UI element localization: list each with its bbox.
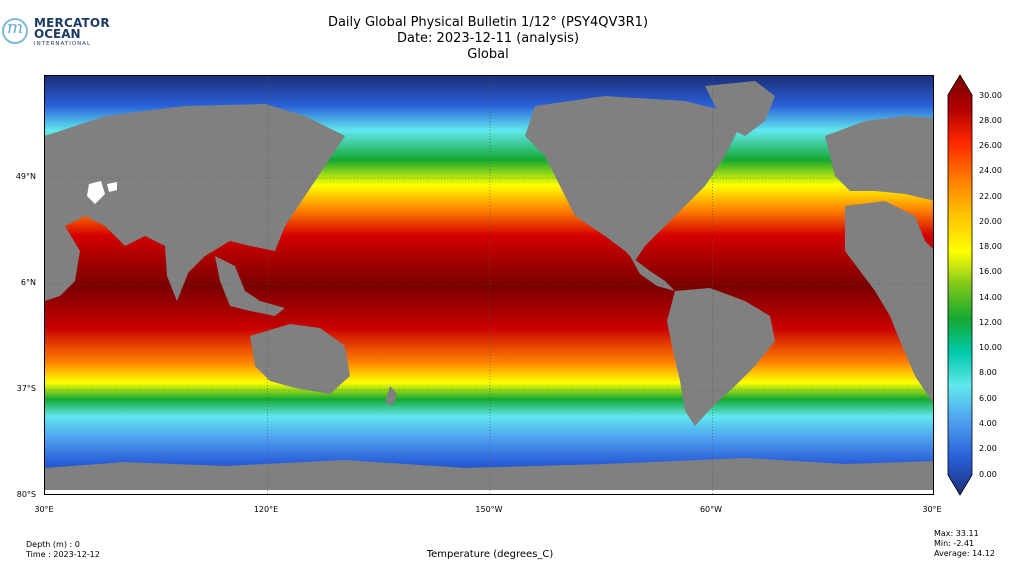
max-text: Max: 33.11 [934,529,979,538]
lon-tick-120e: 120°E [253,505,279,514]
lon-tick-60w: 60°W [699,505,723,514]
colorbar-label-16: 16.00 [979,267,1002,276]
land-asia [45,104,345,276]
colorbar-label-14: 14.00 [979,293,1002,302]
lat-tick-80s: 80°S [16,490,36,499]
logo-text-line3: INTERNATIONAL [34,41,92,47]
sst-map [44,75,934,495]
land-new-zealand [385,386,397,406]
depth-time-info: Depth (m) : 0 Time : 2023-12-12 [26,540,100,560]
land-north-america [525,96,745,261]
ice-shelf [45,490,933,494]
variable-label: Temperature (degrees_C) [426,549,554,560]
time-text: Time : 2023-12-12 [26,550,100,559]
land-se-asia [215,256,285,316]
logo-mark: m [7,18,24,38]
ice-patch-2 [107,182,117,192]
land-greenland [705,81,775,136]
graticule [45,76,933,494]
average-text: Average: 14.12 [934,549,995,558]
land-masses [45,81,933,494]
colorbar-label-30: 30.00 [979,91,1002,100]
lon-tick-30e-right: 30°E [922,505,942,514]
land-africa-west [45,226,80,301]
lat-tick-37s: 37°S [16,384,36,393]
sst-map-canvas [45,76,933,494]
logo-text-line1: MERCATOR [34,16,110,30]
colorbar-label-18: 18.00 [979,242,1002,251]
lon-tick-150w: 150°W [475,505,503,514]
lon-tick-30e-left: 30°E [34,505,54,514]
colorbar-gradient [947,74,973,496]
colorbar-label-28: 28.00 [979,116,1002,125]
land-australia [250,324,350,394]
land-africa [845,201,933,403]
colorbar-label-12: 12.00 [979,318,1002,327]
title-line-3: Global [467,47,509,62]
colorbar-label-6: 6.00 [979,394,997,403]
title-line-2: Date: 2023-12-11 (analysis) [396,31,580,46]
logo-text-line2: OCEAN [34,27,81,41]
lat-tick-6n: 6°N [20,278,36,287]
title-line-1: Daily Global Physical Bulletin 1/12° (PS… [327,15,649,30]
depth-text: Depth (m) : 0 [26,540,80,549]
min-text: Min: -2.41 [934,539,975,548]
colorbar-label-4: 4.00 [979,419,997,428]
colorbar-label-26: 26.00 [979,141,1002,150]
colorbar-label-8: 8.00 [979,368,997,377]
mercator-ocean-logo: m MERCATOR OCEAN INTERNATIONAL [2,16,112,50]
land-central-america [630,256,675,291]
ice-and-lakes [45,181,933,494]
land-india [165,246,195,301]
colorbar-label-22: 22.00 [979,192,1002,201]
colorbar-label-20: 20.00 [979,217,1002,226]
colorbar-label-2: 2.00 [979,444,997,453]
statistics-info: Max: 33.11 Min: -2.41 Average: 14.12 [934,529,995,559]
land-south-america [667,288,775,426]
colorbar-label-24: 24.00 [979,166,1002,175]
land-europe [825,116,933,201]
logo-wave-icon [2,18,28,44]
colorbar-label-0: 0.00 [979,470,997,479]
map-title: Daily Global Physical Bulletin 1/12° (PS… [288,15,688,63]
colorbar-label-10: 10.00 [979,343,1002,352]
land-antarctica [45,458,933,494]
lat-tick-49n: 49°N [15,172,36,181]
ice-patch [87,181,105,204]
colorbar [947,74,973,496]
